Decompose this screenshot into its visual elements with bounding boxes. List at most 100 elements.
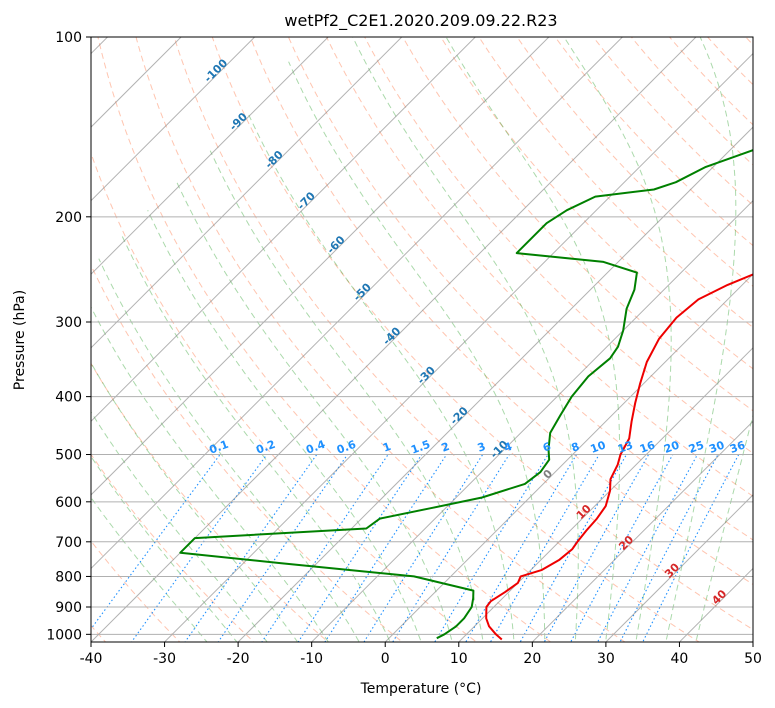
dry-adiabat [630,37,753,166]
dry-adiabat [91,362,329,642]
y-tick-label: 500 [55,448,82,464]
moist-adiabat [288,61,546,642]
x-axis: -40 -30 -20 -10 0 10 20 30 40 50 [80,642,762,667]
isotherm-label: -30 [415,363,438,386]
moist-adiabat [98,258,360,642]
skewed-isotherm [91,37,403,349]
mixing-ratio-label: 0.6 [335,438,358,457]
mixing-ratio-label: 2 [440,440,452,455]
isotherm-label: -80 [262,148,285,171]
skewed-isotherm [384,273,753,642]
isotherm-label: -70 [295,189,318,212]
mixing-ratio-line [261,454,389,642]
dry-adiabat [516,37,753,287]
moist-adiabat [445,37,621,642]
dry-adiabat [758,10,775,659]
skewed-isotherm [163,52,753,642]
x-tick-label: 30 [597,651,615,667]
mixing-ratio-label: 6 [541,440,553,455]
mixing-ratio-line [184,454,318,642]
temperature-profile [485,273,753,641]
dewpoint-profile [179,148,753,640]
moist-adiabat [91,496,208,642]
mixing-ratio-line [619,454,719,642]
dry-adiabat [211,37,753,631]
dry-adiabat [91,453,255,642]
isotherm-label: -20 [448,404,471,427]
mixing-ratio-line [543,454,650,642]
dry-adiabat [668,37,753,126]
moist-adiabat [121,235,391,642]
x-tick-label: 10 [450,651,468,667]
x-tick-label: 0 [381,651,390,667]
skewed-isotherm [752,641,753,642]
x-tick-label: -30 [153,651,176,667]
mixing-ratio-line [363,454,484,642]
dry-adiabat [135,37,626,642]
isotherm-label: -90 [227,110,250,133]
moist-adiabat [147,209,422,642]
y-tick-label: 400 [55,390,82,406]
x-tick-label: 40 [671,651,689,667]
mixing-ratio-label: 10 [589,438,608,456]
skewed-isotherm [678,567,753,642]
mixing-ratio-line [519,454,627,642]
mixing-ratio-label: 36 [728,438,747,456]
x-tick-label: -10 [300,651,323,667]
dry-adiabat [91,264,404,642]
y-tick-label: 600 [55,495,82,511]
isotherm-label: -40 [380,324,403,347]
skewed-isotherm [0,10,61,659]
isotherm-label: -60 [324,233,347,256]
pressure-grid [91,36,753,635]
x-axis-label: Temperature (°C) [360,681,482,697]
dry-adiabat [440,37,753,370]
mixing-ratio-label: 16 [638,438,657,456]
skewed-isotherm [605,494,753,642]
mixing-ratio-label: 25 [687,439,706,456]
dry-adiabat [325,37,753,497]
mixing-ratio-label: 3 [476,440,488,455]
dry-adiabat [402,37,753,412]
profile-lines [179,148,753,641]
moist-adiabat [248,114,515,642]
y-axis: 100 200 300 400 500 600 700 800 900 1000 [46,30,91,643]
mixing-ratio-line [597,454,698,642]
moist-adiabat [563,37,672,642]
mixing-ratio-line [489,454,600,642]
isotherm-label: -50 [351,280,374,303]
mixing-ratio-line [392,454,510,642]
skewed-isotherm [310,199,753,642]
y-tick-label: 700 [55,535,82,551]
isotherm-label: -100 [202,56,231,85]
x-tick-label: 20 [523,651,541,667]
moist-adiabat [352,37,579,642]
dry-adiabat [706,37,753,86]
dry-adiabat [91,151,478,642]
dry-adiabat [287,37,753,541]
skewed-isotherm [91,37,550,496]
mixing-ratio-label: 1.5 [409,438,432,457]
background-lines [0,10,775,659]
moist-adiabat [91,362,299,642]
x-tick-label: -20 [227,651,250,667]
mixing-ratio-label: 0.4 [304,438,327,457]
mixing-ratio-line [297,454,423,642]
moist-adiabat [695,413,753,642]
mixing-ratio-label: 1 [381,440,393,455]
skewed-isotherm [91,37,477,423]
y-tick-label: 100 [55,30,82,46]
skewed-isotherm [458,347,753,642]
mixing-ratio-label: 0.1 [208,438,231,457]
mixing-ratio-label: 4 [502,440,514,455]
dry-adiabat [554,37,753,247]
mixing-ratio-line [434,454,549,642]
skewed-isotherm [531,420,753,642]
skewed-isotherm [91,37,624,570]
skewed-isotherm [237,126,753,642]
dry-adiabat [97,37,552,642]
y-tick-label: 200 [55,210,82,226]
mixing-ratio-label: 8 [570,440,582,455]
x-tick-label: 50 [744,651,762,667]
